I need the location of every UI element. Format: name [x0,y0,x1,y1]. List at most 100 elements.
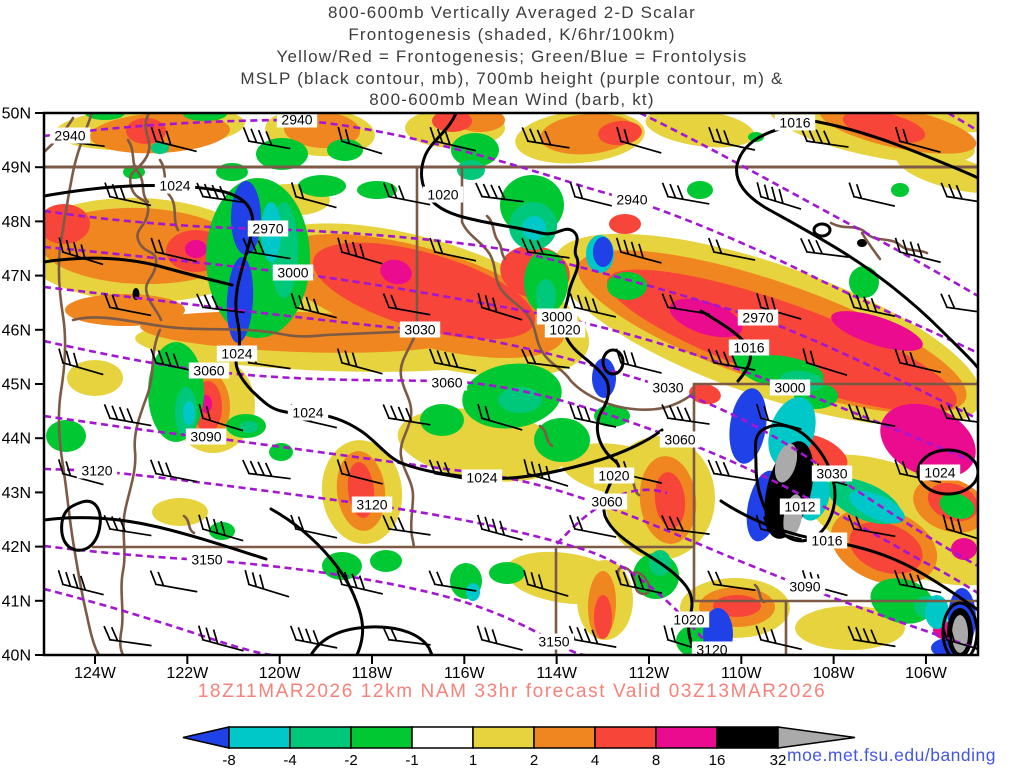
wind-barb [103,625,152,647]
wind-barb [197,625,244,652]
wind-barb [661,515,710,535]
wind-barb [103,404,152,427]
lon-label: 110W [721,665,763,682]
wind-barb [755,403,802,431]
wind-barb [523,569,569,597]
mslp-contour-label: 1020 [598,468,629,484]
wind-barb [848,182,896,207]
colorbar-cell [594,726,657,749]
mslp-contour-label-box [593,467,635,484]
wind-barb [149,570,198,593]
height-contour-label-box [611,191,653,208]
lon-label: 122W [166,665,209,682]
colorbar-tick-label: 2 [530,752,538,768]
wind-barb [382,404,431,426]
longitude-axis: 124W 122W 120W 118W 116W 114W 112W 110W 108W 106W [74,655,948,682]
wind-barb [196,293,245,314]
oregon-river [118,328,162,655]
wind-barb [707,459,756,482]
contour-3030 [44,285,978,568]
mslp-contour-label-box [919,464,961,481]
wind-barb [756,292,802,320]
height-contour-label-box [691,641,733,655]
height-contour-label-box [185,428,227,445]
lat-label: 41N [2,593,31,610]
wind-barb [521,348,570,369]
height-contour-label: 3030 [404,322,435,338]
contour-labels: 2940 2940 2940 2970 2970 3000 3000 3000 3030 3030… [49,113,961,655]
colorbar-cell [533,726,596,749]
height-contour-label: 3030 [816,466,847,482]
wind-barb [149,459,198,483]
wind-barb [568,625,617,648]
colorbar-tick-label: 32 [770,752,787,768]
id-mt-border [460,165,696,411]
wind-barb [940,182,978,205]
height-contour-label: 3090 [190,429,221,445]
wind-barb [847,403,896,428]
lat-label: 50N [2,106,31,123]
wind-barb [615,570,663,595]
colorbar-cell [716,726,779,749]
wind-barb [150,126,197,153]
wind-barb [800,238,849,258]
colorbar-tick-label: 1 [469,752,477,768]
mslp-contour-label-box [779,498,821,515]
frontolysis-shading [46,113,976,655]
wind-barb [290,514,338,539]
lon-label: 108W [813,665,856,682]
contour-2970 [44,209,978,421]
lon-label: 114W [536,665,578,682]
colorbar-right-arrow [777,726,856,749]
wind-barb [428,570,477,592]
colorbar-cell [289,726,352,749]
colorbar: -8 -4 -2 -1 1 2 4 8 16 32 [182,726,856,768]
wind-barb [615,348,662,374]
lat-label: 43N [2,485,31,502]
wind-barb [707,348,756,371]
wind-barb [429,126,477,152]
height-contour-label: 3060 [591,494,622,510]
mslp-contour-label-box [544,321,586,338]
wind-barb [848,293,896,318]
wind-barb [58,348,104,376]
wind-barb [382,514,431,536]
wind-barb [57,459,104,486]
mslp-contour-label-box [422,186,464,203]
frontogenesis-shading [44,113,978,650]
height-contour-label-box [811,465,853,482]
title-line-1: 800-600mb Vertically Averaged 2-D Scalar [328,3,696,22]
height-contour-label: 3000 [541,309,572,325]
mslp-contour-label: 1016 [733,340,764,356]
credit-link[interactable]: moe.met.fsu.edu/banding [787,745,996,765]
height-contour-label-box [186,551,228,568]
lat-label: 42N [2,539,31,556]
mslp-contour-label: 1016 [811,533,842,549]
wind-barb [616,126,662,154]
colorbar-cell [350,726,413,749]
colorbar-tick-label: 8 [652,752,660,768]
wind-barb [942,514,978,543]
title-line-4: MSLP (black contour, mb), 700mb height (… [240,69,783,88]
mslp-contour-label-box [806,532,848,549]
height-contour-label: 3060 [193,363,224,379]
height-contour-label: 3000 [774,380,805,396]
wind-barb [894,348,942,374]
mslp-contour-label-box [774,114,816,131]
height-contour-label-box [276,113,318,128]
colorbar-cell [228,726,291,749]
lat-label: 44N [2,431,31,448]
wind-barb [894,126,941,154]
wind-barb [755,625,803,651]
lon-label: 120W [259,665,302,682]
wind-barb [103,293,152,317]
colorbar-tick-label: -8 [222,752,235,768]
mslp-contour-label-box [728,339,770,356]
wind-barb [382,182,431,206]
height-contour-label: 2940 [54,128,85,144]
wind-barb [802,348,848,377]
wind-barb [150,348,198,373]
mslp-contour-label-box [287,404,329,421]
mslp-contour-label: 1024 [292,405,323,421]
